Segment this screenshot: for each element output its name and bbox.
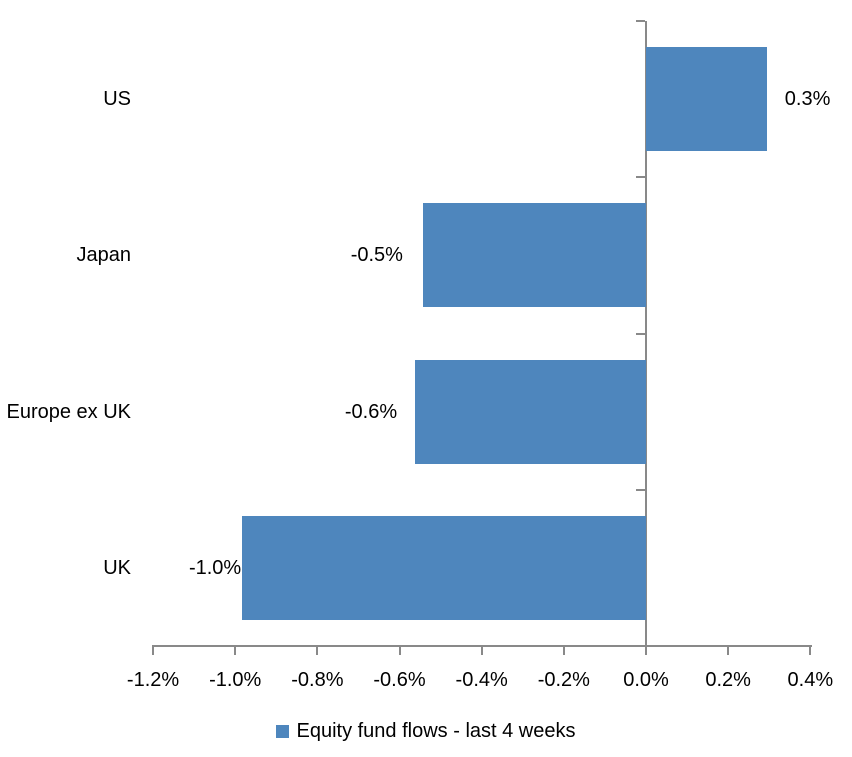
x-axis-tick-label: -1.2% <box>126 669 180 691</box>
x-axis-tick-label: -1.0% <box>209 669 262 691</box>
x-axis-tick-label: -0.6% <box>373 669 426 691</box>
x-axis-tick <box>398 645 401 655</box>
legend: Equity fund flows - last 4 weeks <box>0 717 852 745</box>
y-axis-line <box>644 21 647 647</box>
y-axis-tick <box>635 488 645 491</box>
x-axis-tick-label: -0.4% <box>455 669 508 691</box>
x-axis-tick <box>152 645 155 655</box>
data-label-us: 0.3% <box>784 88 831 111</box>
x-axis-tick-label: 0.4% <box>787 669 834 691</box>
x-axis-tick-label: 0.0% <box>623 669 669 691</box>
x-axis-tick-label: 0.2% <box>705 669 751 691</box>
category-label-europe-ex-uk: Europe ex UK <box>6 400 131 423</box>
legend-series-label: Equity fund flows - last 4 weeks <box>296 720 576 742</box>
x-axis-tick-label: -0.2% <box>537 669 590 691</box>
bar-us <box>646 47 767 152</box>
legend-series-marker <box>276 724 290 738</box>
y-axis-tick <box>635 645 645 647</box>
x-axis-tick <box>727 645 730 655</box>
bar-japan <box>422 203 646 308</box>
category-label-japan: Japan <box>76 244 132 267</box>
y-axis-tick <box>635 332 645 335</box>
x-axis-tick-label: -0.8% <box>291 669 344 691</box>
x-axis-tick <box>316 645 319 655</box>
x-axis-tick <box>809 645 812 655</box>
data-label-japan: -0.5% <box>350 244 403 267</box>
bar-europe-ex-uk <box>415 359 646 464</box>
category-label-us: US <box>103 88 131 111</box>
x-axis-tick <box>480 645 483 655</box>
data-label-europe-ex-uk: -0.6% <box>344 400 398 423</box>
y-axis-tick <box>635 176 645 179</box>
y-axis-tick <box>635 20 645 22</box>
x-axis-tick <box>645 645 647 655</box>
data-label-uk: -1.0% <box>188 556 242 579</box>
bar-uk <box>242 515 646 620</box>
x-axis-tick <box>234 645 237 655</box>
category-label-uk: UK <box>103 556 131 579</box>
x-axis-tick <box>562 645 565 655</box>
